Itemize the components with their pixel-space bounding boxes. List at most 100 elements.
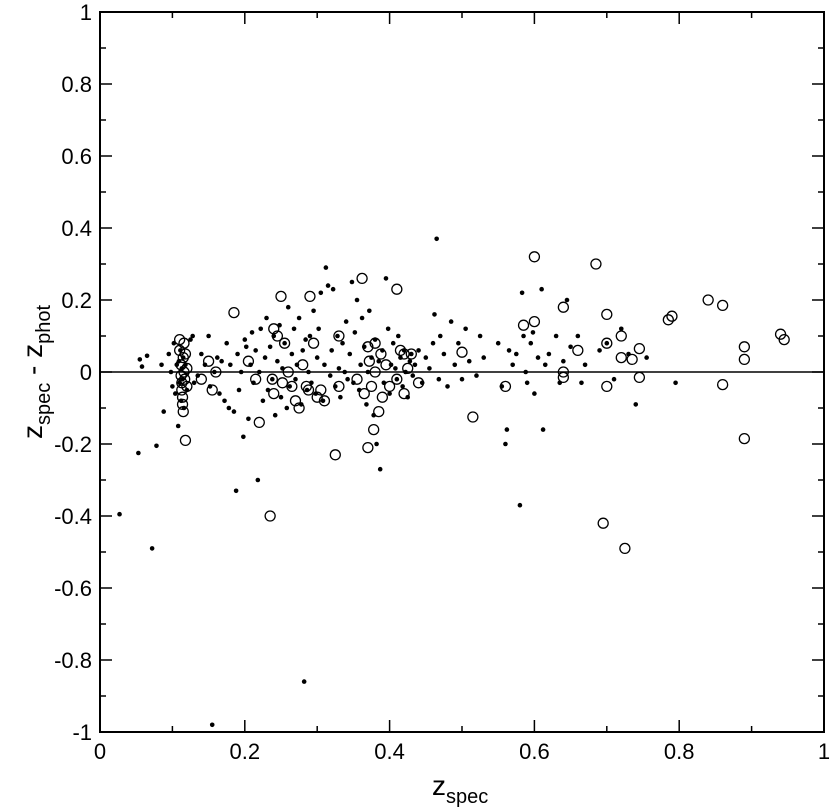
data-point-circle <box>289 395 302 407</box>
data-point-dot <box>575 333 581 339</box>
y-tick-label: -0.4 <box>54 504 92 529</box>
data-point-dot <box>377 466 383 472</box>
data-point-circle <box>405 348 417 360</box>
data-point-dot <box>409 351 414 357</box>
data-point-circle <box>179 348 192 360</box>
data-point-circle <box>738 341 751 353</box>
data-point-dot <box>519 290 525 296</box>
data-point-dot <box>448 319 454 324</box>
data-point-circle <box>365 380 378 393</box>
data-point-circle <box>176 398 189 411</box>
data-point-dot <box>474 373 479 378</box>
data-point-dot <box>335 333 340 339</box>
data-point-dot <box>597 348 602 353</box>
data-point-circle <box>597 517 609 529</box>
data-point-dot <box>329 348 334 353</box>
data-point-circle <box>206 384 218 396</box>
data-point-circle <box>517 319 530 331</box>
data-point-circle <box>528 315 541 328</box>
data-point-dot <box>416 348 421 353</box>
data-point-circle <box>499 380 512 393</box>
data-point-dot <box>532 391 537 396</box>
x-axis-label-sub: spec <box>446 786 488 808</box>
y-tick-label: 1 <box>80 0 92 25</box>
data-point-dot <box>517 502 523 508</box>
data-point-dot <box>236 387 242 393</box>
data-point-dot <box>228 362 233 368</box>
data-point-dot <box>217 391 222 396</box>
data-point-dot <box>466 358 472 364</box>
data-point-circle <box>228 306 240 319</box>
x-axis-label: zspec <box>432 770 488 808</box>
data-point-circle <box>398 387 410 400</box>
data-point-circle <box>662 314 674 326</box>
data-point-circle <box>181 362 193 375</box>
data-point-dot <box>241 434 246 440</box>
data-point-dot <box>430 340 436 346</box>
data-point-dot <box>287 384 292 389</box>
data-point-dot <box>423 355 429 360</box>
data-point-circle <box>626 353 638 366</box>
data-point-dot <box>117 511 122 517</box>
data-point-dot <box>434 236 439 242</box>
data-point-circle <box>175 369 187 382</box>
data-point-dot <box>521 333 526 339</box>
data-point-circle <box>402 362 414 375</box>
y-tick-label: -0.6 <box>54 576 92 601</box>
data-point-dot <box>137 357 143 362</box>
data-point-circle <box>286 380 298 393</box>
data-point-circle <box>615 351 627 364</box>
data-point-dot <box>495 340 501 346</box>
y-tick-label: -0.2 <box>54 432 92 457</box>
data-point-circle <box>333 330 345 342</box>
data-point-circle <box>302 384 315 396</box>
data-point-dot <box>226 405 232 411</box>
data-point-circle <box>293 402 305 414</box>
data-point-dot <box>314 355 320 360</box>
data-point-dot <box>255 477 261 483</box>
data-point-dot <box>278 394 284 400</box>
data-point-dot <box>303 337 308 342</box>
data-point-dot <box>242 337 248 342</box>
data-point-dot <box>393 366 398 371</box>
data-point-dot <box>222 398 227 404</box>
data-point-dot <box>188 337 193 342</box>
data-point-circle <box>362 441 374 454</box>
y-tick-label: 0.8 <box>61 72 92 97</box>
data-point-circle <box>253 416 265 429</box>
data-point-circle <box>275 290 287 303</box>
y-tick-label: 0.4 <box>61 216 92 241</box>
data-point-circle <box>601 308 613 321</box>
data-point-dot <box>644 355 649 360</box>
data-point-circle <box>318 395 331 407</box>
data-point-dot <box>325 283 331 288</box>
data-point-dot <box>275 358 280 364</box>
data-point-dot <box>300 348 306 353</box>
data-point-circle <box>268 387 280 400</box>
data-point-dot <box>352 330 358 335</box>
data-point-dot <box>139 364 145 369</box>
data-point-dot <box>427 366 432 371</box>
data-point-dot <box>316 326 321 332</box>
data-point-dot <box>327 373 333 378</box>
data-point-dot <box>199 351 204 357</box>
data-point-dot <box>436 376 442 382</box>
data-point-circle <box>456 346 468 358</box>
data-point-dot <box>214 355 220 360</box>
data-point-dot <box>154 443 159 449</box>
data-point-circle <box>633 371 646 384</box>
data-point-dot <box>338 394 343 400</box>
y-tick-label: -0.8 <box>54 648 92 673</box>
data-point-dot <box>618 326 624 332</box>
data-point-dot <box>330 286 336 292</box>
data-point-circle <box>738 353 751 366</box>
x-tick-label: 0.8 <box>664 739 695 764</box>
data-point-dot <box>291 326 297 332</box>
data-point-dot <box>253 348 258 353</box>
data-point-dot <box>367 308 372 314</box>
y-tick-label: 0.2 <box>61 288 92 313</box>
y-axis-label-main-1: z <box>17 425 48 439</box>
y-tick-label: 0.6 <box>61 144 92 169</box>
data-point-circle <box>276 377 289 389</box>
